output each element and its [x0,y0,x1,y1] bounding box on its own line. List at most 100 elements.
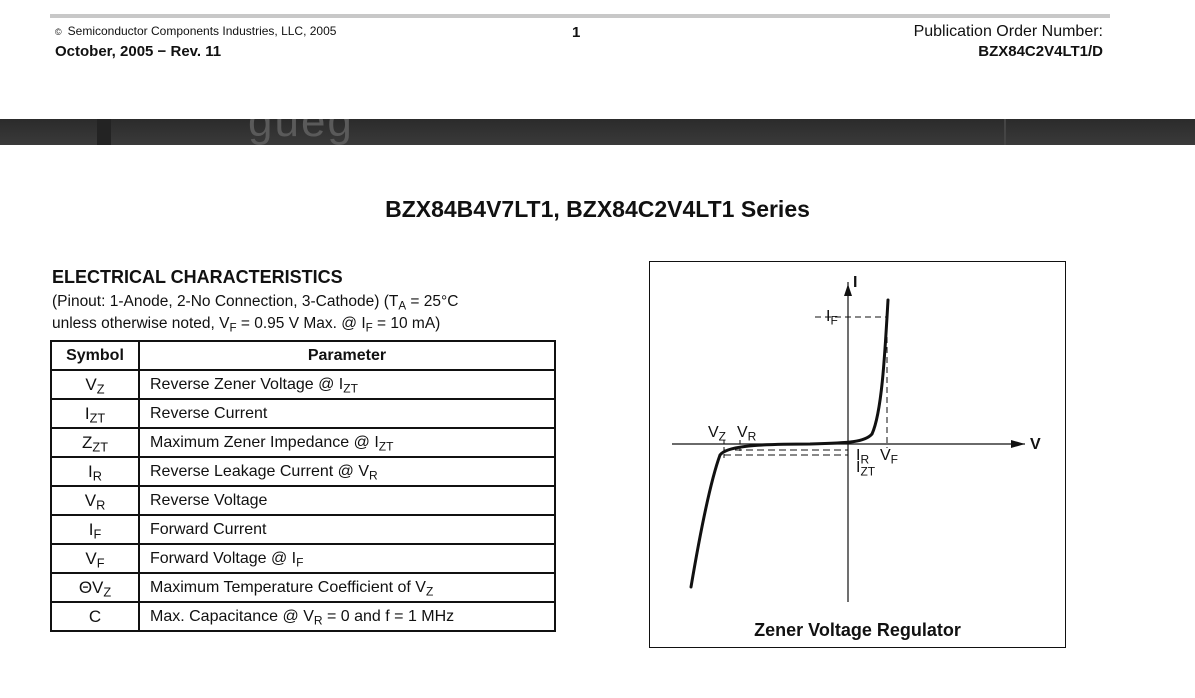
izt-label-main: I [856,459,861,476]
note-text: = 0.95 V Max. @ I [236,315,366,332]
table-row: VF Forward Voltage @ IF [50,543,556,574]
parameter-text: Maximum Temperature Coefficient of V [150,578,426,596]
band-right-edge [1004,119,1006,145]
revision-date: October, 2005 − Rev. 11 [55,43,222,60]
parameter-subscript: R [313,612,323,627]
ir-label-sub: R [860,452,870,467]
copyright-symbol: © [55,27,62,37]
if-label: IF [826,308,838,328]
band-ghost-text: gueg [248,119,354,145]
top-rule [50,14,1110,18]
symbol-subscript: F [96,555,105,571]
vf-label-sub: F [890,452,899,467]
ir-label-main: I [856,447,861,464]
parameter-cell: Maximum Temperature Coefficient of VZ [138,572,556,603]
symbol-cell: VF [50,543,140,574]
symbol-text: V [85,548,97,568]
electrical-note: (Pinout: 1-Anode, 2-No Connection, 3-Cat… [52,291,458,335]
izt-label: IZT [856,459,875,478]
parameter-text: Reverse Zener Voltage @ I [150,375,344,393]
symbol-text: I [88,461,93,481]
table-row: VZ Reverse Zener Voltage @ IZT [50,369,556,400]
symbol-subscript: Z [96,381,105,397]
vr-label-sub: R [747,429,757,444]
table-row: IF Forward Current [50,514,556,545]
note-line-1: (Pinout: 1-Anode, 2-No Connection, 3-Cat… [52,291,458,313]
copyright-line: © Semiconductor Components Industries, LL… [55,24,336,38]
vz-label-sub: Z [718,429,727,444]
symbol-cell: IZT [50,398,140,429]
parameter-subscript: ZT [343,380,358,395]
parameter-subscript: R [369,467,378,482]
table-header-row: Symbol Parameter [50,340,556,371]
symbol-cell: ZZT [50,427,140,458]
current-axis-arrow-icon [844,284,852,296]
note-text: = 10 mA) [372,315,441,332]
note-text: = 25°C [406,293,459,310]
vz-label-main: V [708,424,719,441]
parameter-cell: Reverse Leakage Current @ VR [138,456,556,487]
parameter-cell: Forward Current [138,514,556,545]
note-text: unless otherwise noted, V [52,315,230,332]
note-sub: A [398,299,407,313]
parameter-subscript: Z [425,583,434,598]
zener-curve-diagram [672,282,1025,602]
parameter-cell: Forward Voltage @ IF [138,543,556,574]
symbol-text: C [88,606,102,626]
band-left-edge [97,119,111,145]
table-row: C Max. Capacitance @ VR = 0 and f = 1 MHz [50,601,556,632]
symbol-subscript: R [96,497,106,513]
parameter-text: Reverse Voltage [150,491,268,509]
copyright-text: Semiconductor Components Industries, LLC… [67,24,337,38]
ir-label: IR [856,447,870,467]
symbol-text: I [88,519,94,539]
parameter-cell: Maximum Zener Impedance @ IZT [138,427,556,458]
symbol-cell: ΘVZ [50,572,140,603]
symbol-text: Z [82,432,93,452]
parameter-text: Reverse Leakage Current @ V [150,462,370,480]
if-label-main: I [826,308,831,325]
page-number: 1 [572,24,581,41]
parameter-cell: Reverse Zener Voltage @ IZT [138,369,556,400]
parameter-subscript: ZT [378,438,394,453]
if-label-sub: F [830,313,838,328]
parameter-text: Forward Voltage @ I [150,549,297,567]
symbol-cell: IR [50,456,140,487]
parameters-table: Symbol Parameter VZ Reverse Zener Voltage… [50,340,556,632]
parameter-text: Max. Capacitance @ V [150,607,314,625]
table-row: IR Reverse Leakage Current @ VR [50,456,556,487]
axis-i-label: I [853,274,858,291]
note-sub: F [365,321,373,335]
symbol-subscript: R [92,468,102,484]
vf-label: VF [880,447,899,467]
symbol-column-header: Symbol [50,340,140,371]
zener-figure: I V IF VZ VR IR VF IZT Zener Voltage Reg… [649,261,1066,648]
table-row: VR Reverse Voltage [50,485,556,516]
note-line-2: unless otherwise noted, V F = 0.95 V Max.… [52,313,458,335]
parameter-text: Forward Current [150,520,267,538]
symbol-cell: IF [50,514,140,545]
table-row: ZZT Maximum Zener Impedance @ IZT [50,427,556,458]
parameter-text: Reverse Current [150,404,268,422]
vf-label-main: V [880,447,891,464]
parameter-cell: Reverse Voltage [138,485,556,516]
parameter-tail-text: = 0 and f = 1 MHz [322,607,455,625]
symbol-subscript: ZT [92,439,108,455]
series-title: BZX84B4V7LT1, BZX84C2V4LT1 Series [385,196,810,222]
vr-label-main: V [737,424,748,441]
symbol-cell: C [50,601,140,632]
note-text: (Pinout: 1-Anode, 2-No Connection, 3-Cat… [52,293,399,310]
table-row: ΘVZ Maximum Temperature Coefficient of VZ [50,572,556,603]
symbol-cell: VR [50,485,140,516]
parameter-cell: Max. Capacitance @ VR = 0 and f = 1 MHz [138,601,556,632]
table-body: VZ Reverse Zener Voltage @ IZT IZT Reverse … [50,369,556,632]
parameter-text: Maximum Zener Impedance @ I [150,433,379,451]
axis-v-label: V [1030,436,1041,453]
parameter-column-header: Parameter [138,340,556,371]
vr-label: VR [737,424,757,444]
parameter-cell: Reverse Current [138,398,556,429]
symbol-subscript: F [93,526,102,542]
symbol-text: I [84,403,90,423]
symbol-text: V [85,374,97,394]
publication-number: BZX84C2V4LT1/D [978,43,1103,60]
